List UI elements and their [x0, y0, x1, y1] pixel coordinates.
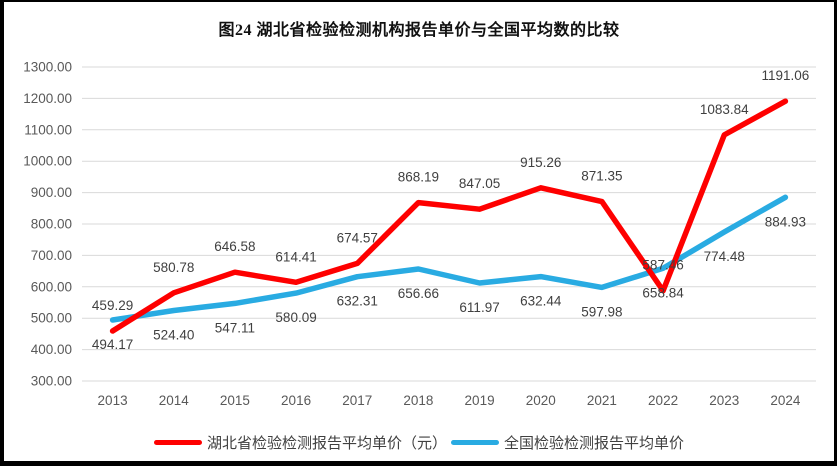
national-data-label: 632.44: [520, 294, 562, 309]
x-axis-tick-label: 2020: [526, 393, 556, 408]
y-axis-tick-label: 500.00: [31, 311, 72, 326]
national-data-label: 611.97: [459, 300, 499, 315]
national-data-label: 658.84: [642, 285, 684, 300]
national-series-line: [109, 194, 789, 323]
y-axis-tick-label: 1300.00: [23, 60, 72, 75]
national-data-label: 580.09: [275, 310, 316, 325]
x-axis-tick-label: 2018: [403, 393, 433, 408]
national-data-label: 597.98: [581, 304, 622, 319]
hubei-data-label: 580.78: [153, 260, 194, 275]
x-axis-tick-label: 2024: [770, 393, 801, 408]
hubei-data-label: 587.46: [642, 258, 683, 273]
x-axis-tick-label: 2017: [342, 393, 372, 408]
y-axis-tick-label: 300.00: [31, 374, 72, 389]
legend-item-hubei: 湖北省检验检测报告平均单价（元）: [153, 432, 447, 453]
x-axis-tick-label: 2021: [587, 393, 617, 408]
hubei-data-label: 1083.84: [700, 102, 749, 117]
hubei-line-swatch-icon: [153, 440, 202, 445]
y-axis-tick-label: 1100.00: [24, 122, 72, 137]
x-axis-tick-label: 2015: [220, 393, 250, 408]
hubei-data-label: 674.57: [337, 230, 378, 245]
hubei-data-label: 1191.06: [762, 68, 810, 83]
y-axis-tick-label: 600.00: [31, 279, 72, 294]
hubei-series-line: [109, 98, 789, 334]
legend-label-hubei: 湖北省检验检测报告平均单价（元）: [206, 435, 447, 452]
legend: 湖北省检验检测报告平均单价（元） 全国检验检测报告平均单价: [4, 432, 834, 453]
legend-item-national: 全国检验检测报告平均单价: [451, 432, 684, 453]
hubei-data-label: 459.29: [92, 298, 133, 313]
hubei-data-label: 614.41: [275, 249, 316, 264]
national-data-label: 632.31: [337, 294, 378, 309]
hubei-data-label: 868.19: [398, 170, 439, 185]
national-line-swatch-icon: [451, 440, 499, 445]
y-axis-tick-label: 700.00: [31, 248, 72, 263]
national-data-label: 547.11: [215, 320, 255, 335]
hubei-data-label: 847.05: [459, 176, 500, 191]
y-axis-tick-label: 1200.00: [23, 91, 72, 106]
chart-title: 图24 湖北省检验检测机构报告单价与全国平均数的比较: [218, 22, 620, 39]
x-axis-tick-label: 2013: [98, 393, 128, 408]
x-axis-tick-label: 2023: [709, 393, 739, 408]
hubei-data-label: 871.35: [581, 169, 622, 184]
y-axis-tick-label: 1000.00: [23, 154, 72, 169]
national-data-label: 494.17: [92, 337, 133, 352]
hubei-data-label: 915.26: [520, 155, 561, 170]
line-chart-plot-area: 300.00 400.00 500.00 600.00 700.00 800.00 900.…: [23, 60, 816, 408]
national-data-label: 774.48: [704, 249, 745, 264]
x-axis-tick-label: 2014: [159, 393, 190, 408]
x-axis-tick-label: 2019: [465, 393, 495, 408]
hubei-data-label: 646.58: [214, 239, 255, 254]
y-axis-tick-label: 800.00: [31, 217, 72, 232]
x-axis-tick-label: 2016: [281, 393, 311, 408]
national-data-label: 884.93: [765, 214, 806, 229]
legend-label-national: 全国检验检测报告平均单价: [504, 435, 685, 452]
y-axis-tick-label: 900.00: [31, 185, 72, 200]
x-axis-tick-label: 2022: [648, 393, 678, 408]
national-data-label: 524.40: [153, 328, 194, 343]
y-axis-tick-label: 400.00: [31, 342, 72, 357]
national-data-label: 656.66: [398, 286, 439, 301]
